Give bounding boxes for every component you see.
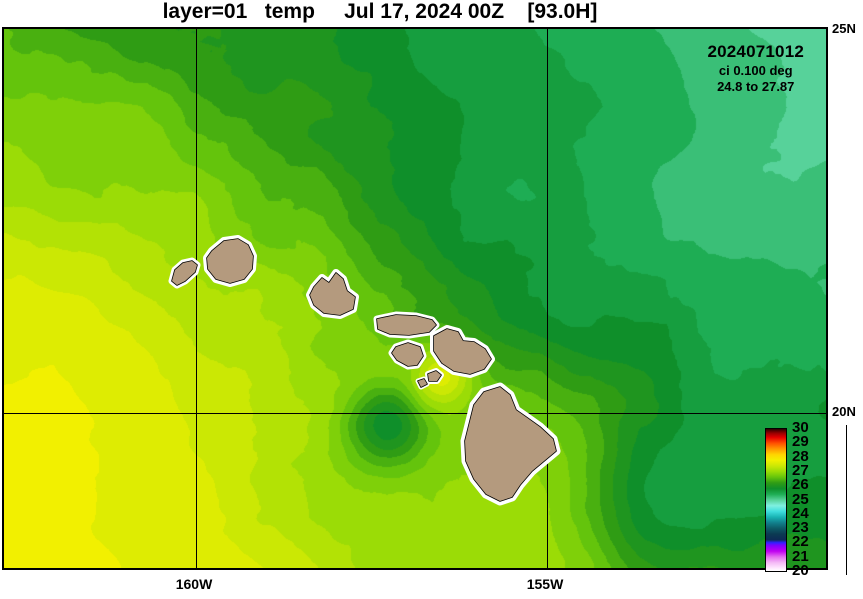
island-niihau-fill: [171, 260, 198, 286]
colorbar: 30 29 28 27 26 25 24 23 22 21 20: [762, 420, 861, 579]
colorbar-tick-20: 20: [792, 562, 809, 579]
colorbar-tick-27: 27: [792, 461, 809, 479]
page-title: layer=01 temp Jul 17, 2024 00Z [93.0H]: [162, 0, 598, 23]
lon-label-1: 155W: [526, 576, 564, 592]
graticule-parallel-0: [4, 413, 826, 414]
colorbar-divider: [846, 425, 847, 575]
island-molokai-fill: [376, 314, 437, 336]
colorbar-tick-23: 23: [792, 519, 809, 537]
island-maui-fill: [433, 328, 492, 375]
island-lanai-fill: [391, 342, 424, 367]
colorbar-gradient: [765, 428, 787, 572]
lat-label-0: 25N: [832, 21, 856, 36]
map-frame: 2024071012 ci 0.100 deg 24.8 to 27.87: [2, 27, 828, 570]
colorbar-tick-26: 26: [792, 476, 809, 494]
island-kahoolawe-fill: [427, 370, 442, 382]
colorbar-tick-29: 29: [792, 433, 809, 451]
island-oahu-fill: [309, 272, 356, 316]
colorbar-tick-22: 22: [792, 533, 809, 551]
island-molokini-fill: [417, 378, 428, 388]
lat-label-1: 20N: [832, 404, 856, 419]
colorbar-tick-28: 28: [792, 447, 809, 465]
colorbar-tick-25: 25: [792, 490, 809, 508]
island-hawaii-fill: [464, 386, 557, 502]
graticule-meridian-0: [196, 29, 197, 568]
graticule-meridian-1: [547, 29, 548, 568]
colorbar-tick-labels: 30 29 28 27 26 25 24 23 22 21 20: [792, 420, 832, 579]
temperature-field: [4, 29, 826, 568]
colorbar-tick-30: 30: [792, 419, 809, 436]
colorbar-tick-24: 24: [792, 504, 809, 522]
island-kauai-fill: [206, 238, 254, 284]
colorbar-tick-21: 21: [792, 547, 809, 565]
lon-label-0: 160W: [175, 576, 213, 592]
island-overlay: [4, 29, 826, 568]
